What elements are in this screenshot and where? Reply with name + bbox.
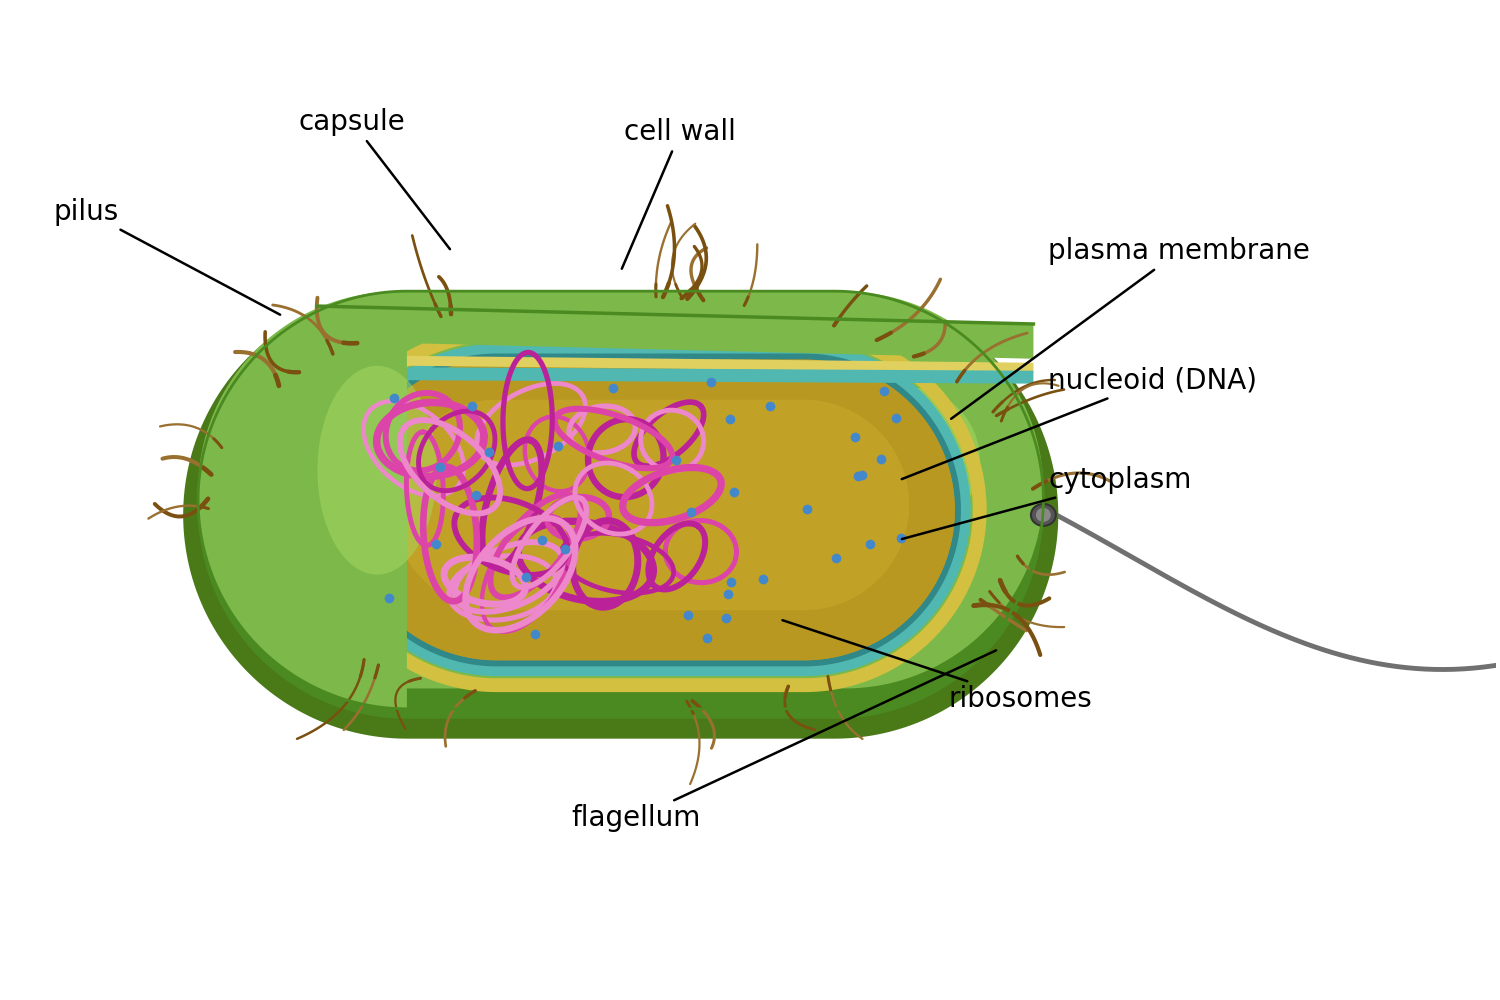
Polygon shape <box>198 286 406 714</box>
Text: cell wall: cell wall <box>622 118 736 269</box>
Polygon shape <box>392 400 909 610</box>
Ellipse shape <box>1036 508 1052 522</box>
Text: flagellum: flagellum <box>572 650 996 832</box>
Polygon shape <box>292 341 327 673</box>
Ellipse shape <box>318 366 436 575</box>
Polygon shape <box>346 360 956 660</box>
Polygon shape <box>198 292 1044 688</box>
Polygon shape <box>261 387 980 533</box>
Polygon shape <box>346 360 956 660</box>
Ellipse shape <box>1030 504 1056 526</box>
Text: ribosomes: ribosomes <box>783 620 1092 713</box>
Text: plasma membrane: plasma membrane <box>951 237 1310 419</box>
Polygon shape <box>198 301 1044 719</box>
Polygon shape <box>338 351 965 669</box>
Text: nucleoid (DNA): nucleoid (DNA) <box>902 367 1257 479</box>
Polygon shape <box>183 291 1059 739</box>
Polygon shape <box>318 367 1034 384</box>
Polygon shape <box>318 306 1034 359</box>
Text: cytoplasm: cytoplasm <box>902 466 1191 539</box>
Text: capsule: capsule <box>298 108 450 249</box>
Polygon shape <box>318 355 1034 373</box>
Ellipse shape <box>217 322 417 678</box>
Text: pilus: pilus <box>54 198 280 315</box>
